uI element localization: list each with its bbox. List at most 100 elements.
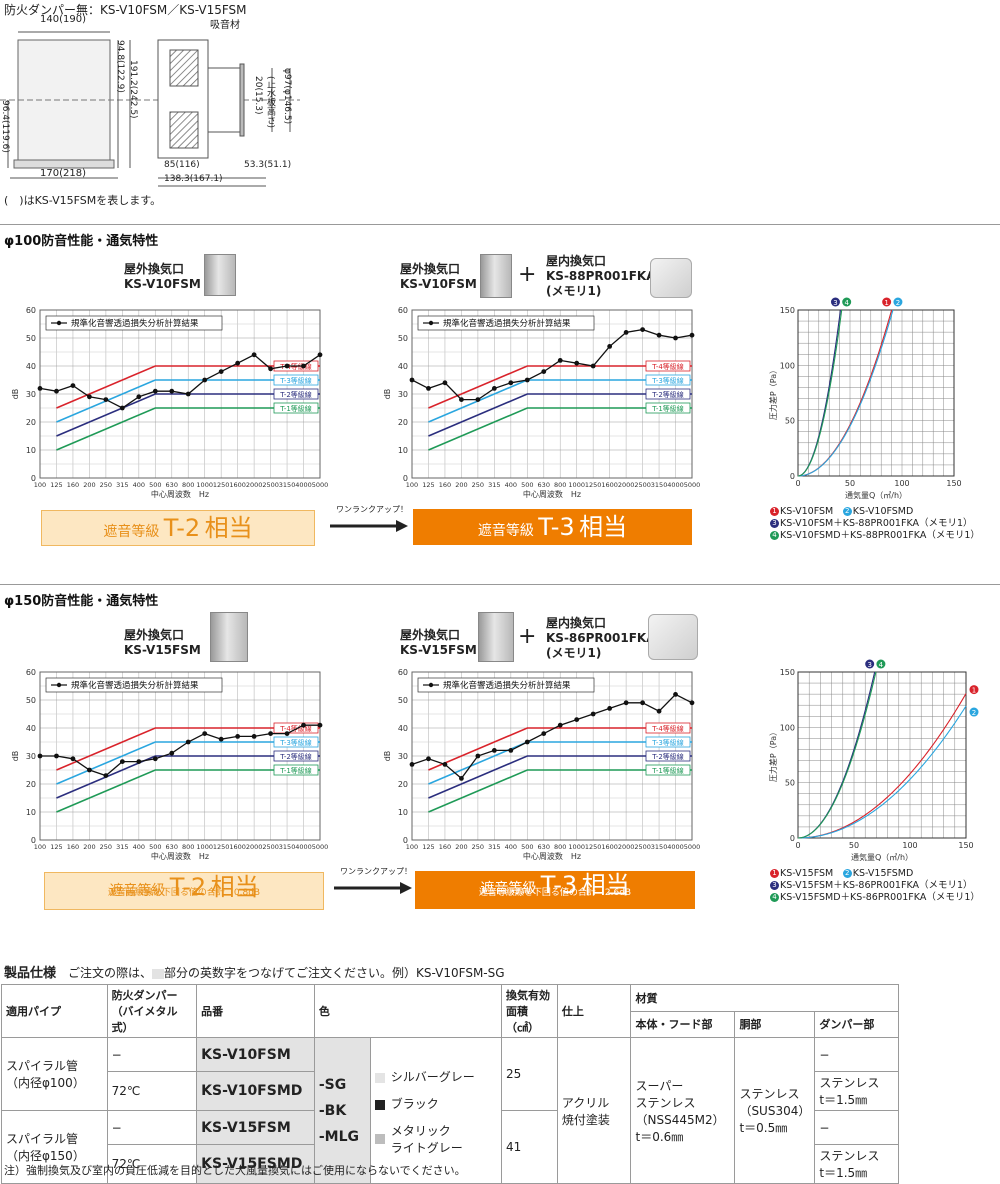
x-tick-label: 500 bbox=[149, 843, 161, 851]
x-tick-label: 315 bbox=[116, 481, 128, 489]
plot-frame bbox=[797, 309, 955, 477]
x-tick-label: 2500 bbox=[634, 481, 651, 489]
legend-label: 規準化音響透過損失分析計算結果 bbox=[443, 318, 571, 329]
y-tick-label: 50 bbox=[398, 334, 408, 343]
x-tick-label: 3150 bbox=[279, 481, 296, 489]
arrow-text: ワンランクアップ！ bbox=[336, 505, 408, 514]
data-point bbox=[152, 756, 158, 762]
series-number-badge bbox=[893, 297, 903, 307]
grade-label-box bbox=[273, 764, 319, 776]
grade-line bbox=[56, 365, 320, 409]
sound-chart-2: 100 125 160 200 250 315 400 500 630 800 1000 1250 16… bbox=[372, 300, 702, 503]
legend-marker bbox=[428, 320, 434, 326]
x-tick-label: 4000 bbox=[295, 481, 312, 489]
cell-damper: − bbox=[106, 1110, 198, 1145]
y-tick-label: 10 bbox=[26, 808, 36, 817]
series-curve bbox=[797, 705, 967, 839]
grade-label-box bbox=[273, 374, 319, 386]
y-tick-label: 40 bbox=[26, 362, 36, 371]
data-point bbox=[541, 369, 547, 374]
legend-item: 4 KS-V15FSMD＋KS-86PR001FKA（メモリ1） bbox=[770, 892, 980, 904]
legend-box bbox=[45, 315, 223, 331]
legend-item: 1 KS-V10FSM 2 KS-V10FSMD bbox=[770, 506, 980, 518]
cell-damper-material: ステンレス t＝1.5㎜ bbox=[814, 1144, 899, 1184]
grade-label-box bbox=[645, 402, 691, 414]
grade-line bbox=[56, 379, 320, 423]
data-point bbox=[689, 700, 695, 706]
x-tick-label: 100 bbox=[406, 481, 418, 489]
header-pipe: 適用パイプ bbox=[1, 984, 108, 1038]
y-tick-label: 0 bbox=[790, 834, 795, 843]
series-number-badge bbox=[842, 297, 852, 307]
dim-right2: 191.2(242.5) bbox=[128, 60, 138, 119]
data-point bbox=[87, 767, 92, 773]
grade-label-box bbox=[273, 388, 319, 400]
grade-line bbox=[428, 727, 692, 771]
y-tick-label: 0 bbox=[403, 836, 408, 845]
data-point bbox=[103, 773, 109, 778]
plus-sign: + bbox=[518, 624, 537, 649]
x-axis-label: 中心周波数 Hz bbox=[151, 851, 209, 861]
series-number: 3 bbox=[833, 299, 837, 307]
x-tick-label: 1000 bbox=[196, 481, 213, 489]
x-tick-label: 400 bbox=[133, 843, 145, 851]
series-number: 4 bbox=[844, 299, 849, 307]
data-point bbox=[442, 762, 448, 767]
outdoor-vent-image bbox=[478, 612, 514, 662]
dim-left1: 96.4(119.6) bbox=[0, 100, 10, 153]
grade-line bbox=[428, 393, 692, 437]
data-point bbox=[508, 748, 514, 753]
cell-area: 41 bbox=[501, 1110, 558, 1184]
dim-side-bottom1: 85(116) bbox=[164, 160, 200, 170]
x-axis-label: 中心周波数 Hz bbox=[523, 489, 581, 499]
data-point bbox=[218, 736, 224, 742]
cell-area: 25 bbox=[501, 1037, 558, 1111]
grade-line bbox=[428, 365, 692, 409]
indoor-vent-image bbox=[648, 614, 698, 660]
legend-label: 規準化音響透過損失分析計算結果 bbox=[71, 318, 199, 329]
divider bbox=[0, 584, 1000, 585]
legend-marker bbox=[56, 682, 62, 688]
grade-label: T-1等級線 bbox=[651, 766, 684, 775]
y-axis-label: dB bbox=[11, 389, 20, 400]
data-point bbox=[557, 358, 563, 363]
y-tick-label: 30 bbox=[398, 752, 408, 761]
x-tick-label: 4000 bbox=[667, 843, 684, 851]
x-tick-label: 3150 bbox=[651, 843, 668, 851]
airflow-chart-1: 0 0 50 50 100 100 150 150 通気量Q（㎥/h） 圧力差P（Pa） 1 2 3 4 bbox=[764, 292, 974, 505]
y-axis-label: 圧力差P（Pa） bbox=[768, 728, 778, 782]
data-point bbox=[590, 711, 596, 717]
grade-box-left: 遮音等級 T-2 相当 遮音等級線を下回る値の合計 0.8dB bbox=[44, 872, 324, 910]
y-tick-label: 20 bbox=[26, 418, 36, 427]
y-tick-label: 20 bbox=[26, 780, 36, 789]
grade-line bbox=[428, 769, 692, 813]
grade-label: T-3等級線 bbox=[279, 738, 312, 747]
data-point bbox=[623, 330, 629, 335]
spec-heading: 製品仕様 ご注文の際は、 部分の英数字をつなげてご注文ください。例）KS-V10F… bbox=[4, 966, 505, 981]
grade-label-box bbox=[645, 388, 691, 400]
data-point bbox=[317, 352, 323, 358]
grade-label: T-4等級線 bbox=[279, 724, 312, 733]
data-point bbox=[459, 397, 464, 402]
x-tick-label: 400 bbox=[133, 481, 145, 489]
data-point bbox=[202, 377, 208, 383]
legend-label: 規準化音響透過損失分析計算結果 bbox=[71, 680, 199, 691]
x-tick-label: 630 bbox=[538, 481, 550, 489]
chart-svg: 100 125 160 200 250 315 400 500 630 800 1000 1250 16… bbox=[11, 306, 328, 499]
x-tick-label: 160 bbox=[67, 481, 79, 489]
series-number-badge bbox=[882, 297, 892, 307]
header-finish: 仕上 bbox=[556, 984, 632, 1038]
x-tick-label: 1000 bbox=[196, 843, 213, 851]
legend-item: 1 KS-V15FSM 2 KS-V15FSMD bbox=[770, 868, 980, 880]
cell-pipe: スパイラル管 （内径φ100） bbox=[1, 1037, 108, 1111]
data-point bbox=[673, 335, 678, 341]
x-tick-label: 1600 bbox=[229, 481, 246, 489]
product-label: 屋外換気口 KS-V15FSM bbox=[124, 628, 201, 657]
x-tick-label: 630 bbox=[166, 843, 178, 851]
data-point bbox=[640, 700, 645, 706]
x-tick-label: 315 bbox=[488, 843, 500, 851]
x-tick-label: 2000 bbox=[246, 481, 263, 489]
chart-svg: 100 125 160 200 250 315 400 500 630 800 1000 1250 16… bbox=[383, 306, 700, 499]
cell-damper: 72℃ bbox=[106, 1144, 198, 1184]
